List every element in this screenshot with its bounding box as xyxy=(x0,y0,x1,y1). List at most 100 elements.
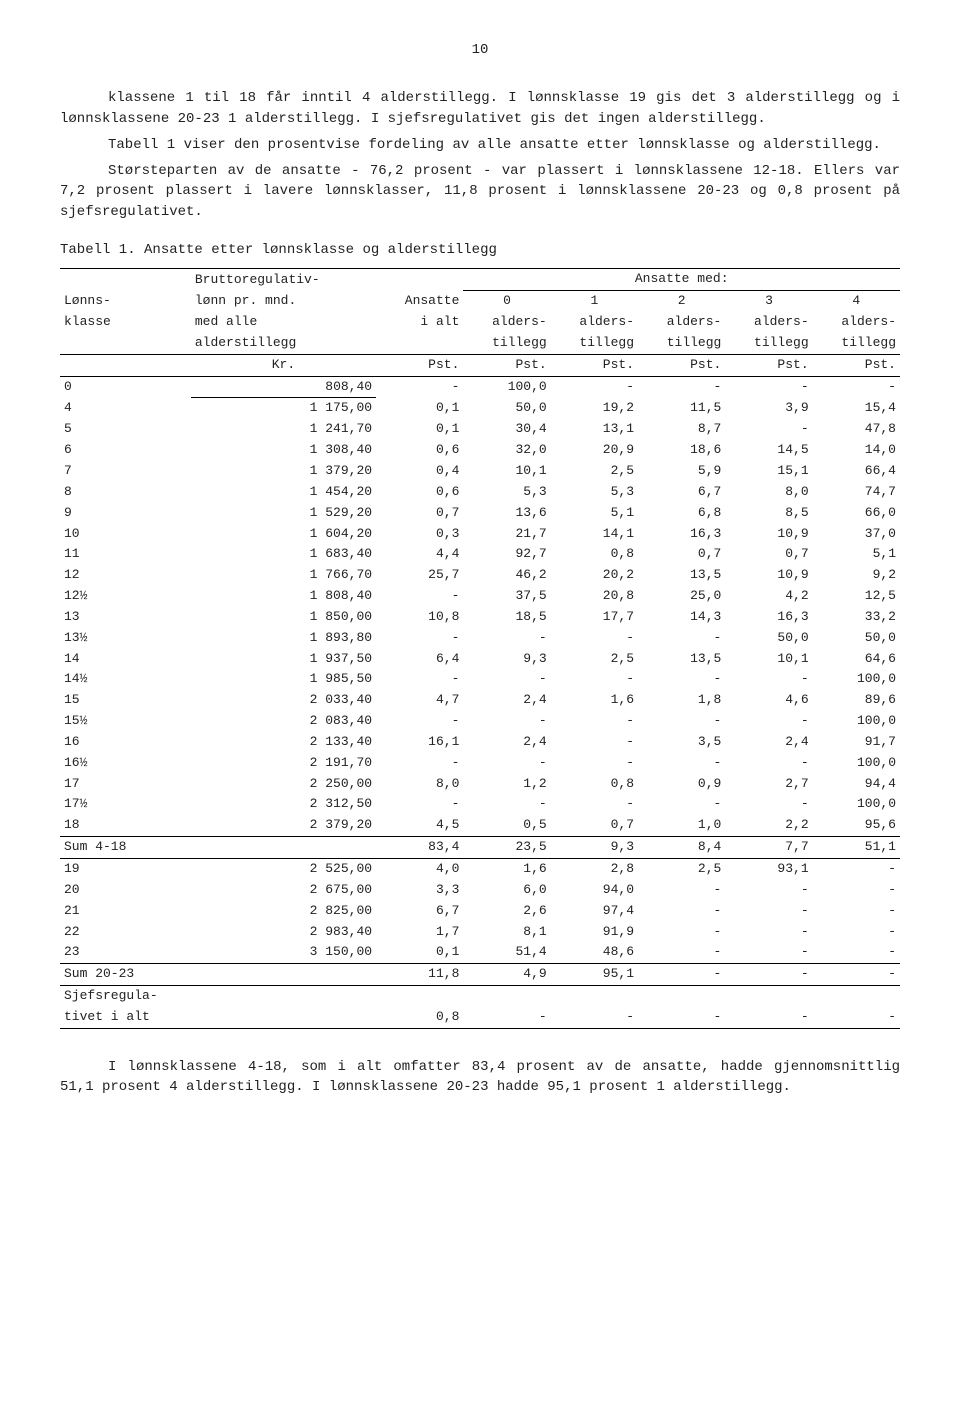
table-cell: 20 xyxy=(60,880,191,901)
table-row: 162 133,4016,12,4-3,52,491,7 xyxy=(60,732,900,753)
sum-row-20-23: Sum 20-23 11,8 4,9 95,1 - - - xyxy=(60,964,900,986)
table-cell: 14½ xyxy=(60,669,191,690)
paragraph-3: Størsteparten av de ansatte - 76,2 prose… xyxy=(60,161,900,222)
table-cell: - xyxy=(813,942,900,963)
table-cell: 66,4 xyxy=(813,461,900,482)
table-cell: 2,7 xyxy=(725,774,812,795)
data-table: Bruttoregulativ- Ansatte med: Lønns- løn… xyxy=(60,268,900,1028)
table-cell: 15½ xyxy=(60,711,191,732)
col-header: alders- xyxy=(551,312,638,333)
table-cell: - xyxy=(551,669,638,690)
table-row: 182 379,204,50,50,71,02,295,6 xyxy=(60,815,900,836)
table-caption: Tabell 1. Ansatte etter lønnsklasse og a… xyxy=(60,240,900,260)
sjefs-row-2: tivet i alt 0,8 - - - - - xyxy=(60,1007,900,1028)
table-cell: 0,7 xyxy=(551,815,638,836)
table-cell: 51,4 xyxy=(463,942,550,963)
table-cell: 13 xyxy=(60,607,191,628)
table-cell: 10,9 xyxy=(725,524,812,545)
table-cell: - xyxy=(376,753,463,774)
table-cell: 4,2 xyxy=(725,586,812,607)
table-cell: 0,8 xyxy=(551,774,638,795)
table-cell: - xyxy=(725,942,812,963)
table-cell: 1,8 xyxy=(638,690,725,711)
col-header: 4 xyxy=(813,291,900,312)
table-cell: 91,7 xyxy=(813,732,900,753)
unit-header: Pst. xyxy=(638,354,725,376)
table-cell: 50,0 xyxy=(725,628,812,649)
table-cell: - xyxy=(638,880,725,901)
table-cell: - xyxy=(463,794,550,815)
table-cell: 2,6 xyxy=(463,901,550,922)
table-cell: 30,4 xyxy=(463,419,550,440)
table-cell: 0,7 xyxy=(638,544,725,565)
table-cell: 5,3 xyxy=(463,482,550,503)
table-row: 0808,40-100,0---- xyxy=(60,376,900,398)
table-cell: - xyxy=(725,753,812,774)
table-cell: 1,6 xyxy=(551,690,638,711)
table-cell: 5,1 xyxy=(813,544,900,565)
table-cell: - xyxy=(551,794,638,815)
table-cell: 25,0 xyxy=(638,586,725,607)
table-cell: - xyxy=(813,922,900,943)
table-cell: 13,1 xyxy=(551,419,638,440)
table-cell: 3 150,00 xyxy=(191,942,376,963)
unit-header: Pst. xyxy=(551,354,638,376)
table-cell: 18,6 xyxy=(638,440,725,461)
table-cell: 25,7 xyxy=(376,565,463,586)
table-cell: 23,5 xyxy=(463,837,550,859)
table-cell: 97,4 xyxy=(551,901,638,922)
table-cell: 7 xyxy=(60,461,191,482)
table-cell: - xyxy=(376,794,463,815)
table-cell: - xyxy=(638,753,725,774)
table-row: 131 850,0010,818,517,714,316,333,2 xyxy=(60,607,900,628)
table-row: 222 983,401,78,191,9--- xyxy=(60,922,900,943)
table-cell: - xyxy=(638,711,725,732)
col-header: alders- xyxy=(813,312,900,333)
col-header: 0 xyxy=(463,291,550,312)
table-row: 152 033,404,72,41,61,84,689,6 xyxy=(60,690,900,711)
table-cell: - xyxy=(376,711,463,732)
table-cell: 2 133,40 xyxy=(191,732,376,753)
table-cell: - xyxy=(463,711,550,732)
table-cell: 8,4 xyxy=(638,837,725,859)
paragraph-1: klassene 1 til 18 får inntil 4 alderstil… xyxy=(60,88,900,129)
table-cell: - xyxy=(725,669,812,690)
table-cell: 100,0 xyxy=(813,794,900,815)
table-cell: 8,0 xyxy=(725,482,812,503)
table-cell: - xyxy=(638,628,725,649)
col-header: klasse xyxy=(60,312,191,333)
table-cell: 15,1 xyxy=(725,461,812,482)
table-cell: - xyxy=(638,669,725,690)
table-cell: 3,3 xyxy=(376,880,463,901)
table-row: 81 454,200,65,35,36,78,074,7 xyxy=(60,482,900,503)
table-cell: 11,5 xyxy=(638,398,725,419)
table-cell: 18,5 xyxy=(463,607,550,628)
table-row: 141 937,506,49,32,513,510,164,6 xyxy=(60,649,900,670)
table-cell: 2,4 xyxy=(463,732,550,753)
table-cell: 2 250,00 xyxy=(191,774,376,795)
table-cell: 2,5 xyxy=(551,461,638,482)
page-number: 10 xyxy=(60,40,900,60)
table-cell: 3,5 xyxy=(638,732,725,753)
col-header: Bruttoregulativ- xyxy=(191,269,376,291)
table-cell: 4 xyxy=(60,398,191,419)
table-cell: 100,0 xyxy=(813,669,900,690)
col-header xyxy=(60,269,191,291)
col-header: Ansatte xyxy=(376,291,463,312)
table-cell: 6,7 xyxy=(376,901,463,922)
table-cell: 1 241,70 xyxy=(191,419,376,440)
table-cell: 100,0 xyxy=(813,753,900,774)
table-cell: 13,6 xyxy=(463,503,550,524)
table-cell: 2 983,40 xyxy=(191,922,376,943)
table-row: 14½1 985,50-----100,0 xyxy=(60,669,900,690)
table-cell: - xyxy=(638,964,725,986)
table-cell: 19,2 xyxy=(551,398,638,419)
table-cell: 33,2 xyxy=(813,607,900,628)
table-row: 121 766,7025,746,220,213,510,99,2 xyxy=(60,565,900,586)
table-cell: 23 xyxy=(60,942,191,963)
unit-header: Kr. xyxy=(191,354,376,376)
col-header: i alt xyxy=(376,312,463,333)
table-cell: 16,3 xyxy=(638,524,725,545)
table-cell: 8,5 xyxy=(725,503,812,524)
col-header: alders- xyxy=(638,312,725,333)
